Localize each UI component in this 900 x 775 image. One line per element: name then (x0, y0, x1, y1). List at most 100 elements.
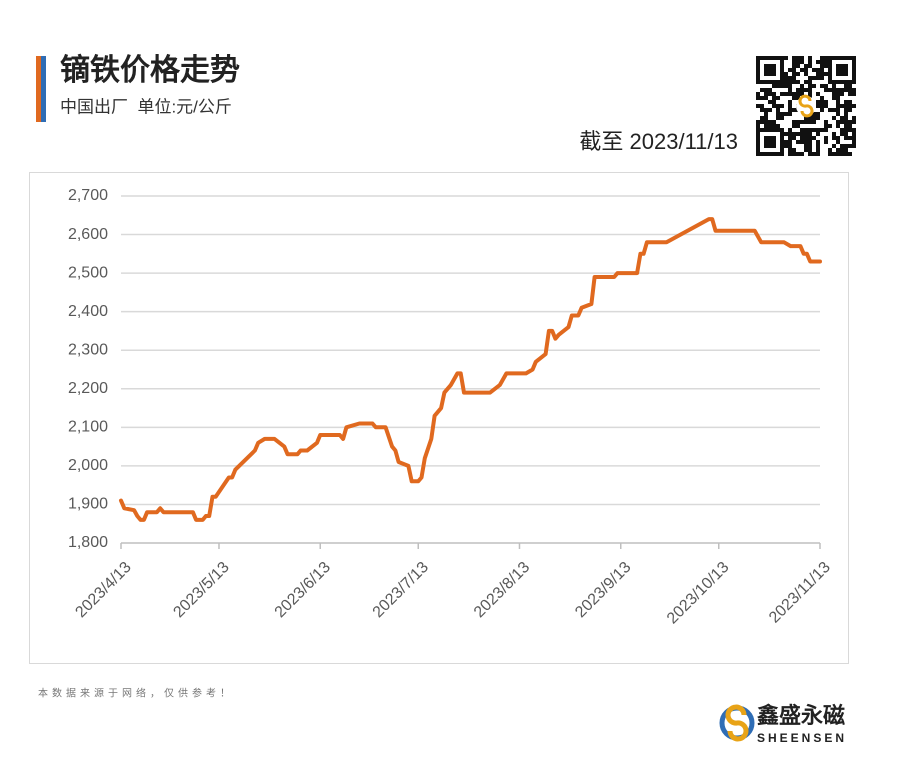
qr-module (848, 104, 852, 108)
qr-module (784, 92, 788, 96)
qr-module (848, 80, 852, 84)
qr-module (804, 68, 808, 72)
qr-module (780, 68, 784, 72)
qr-module (844, 80, 848, 84)
qr-module (788, 104, 792, 108)
qr-module (788, 144, 792, 148)
qr-module (788, 84, 792, 88)
logo-s (725, 704, 749, 742)
qr-module (756, 148, 760, 152)
qr-module (840, 148, 844, 152)
qr-module (776, 108, 780, 112)
qr-module (788, 92, 792, 96)
x-tick-label: 2023/10/13 (664, 559, 733, 628)
qr-module (784, 72, 788, 76)
title: 镝铁价格走势 (60, 53, 240, 87)
qr-module (760, 108, 764, 112)
qr-module (812, 136, 816, 140)
qr-module (808, 128, 812, 132)
qr-module (780, 144, 784, 148)
qr-module (852, 128, 856, 132)
qr-module (844, 88, 848, 92)
qr-module (804, 64, 808, 68)
qr-module (824, 88, 828, 92)
qr-module (788, 112, 792, 116)
chart-frame (29, 172, 849, 664)
qr-module (808, 120, 812, 124)
qr-module (812, 152, 816, 156)
qr-module (776, 56, 780, 60)
qr-module (824, 104, 828, 108)
y-tick-label: 2,600 (68, 226, 108, 243)
qr-module (780, 80, 784, 84)
qr-module (768, 124, 772, 128)
qr-module (808, 56, 812, 60)
qr-module (804, 132, 808, 136)
price-line (119, 217, 822, 522)
qr-module (832, 132, 836, 136)
qr-module (796, 96, 800, 100)
qr-module (792, 120, 796, 124)
qr-module (852, 92, 856, 96)
qr-module (800, 68, 804, 72)
qr-module (816, 132, 820, 136)
y-tick-label: 2,300 (68, 341, 108, 358)
qr-module (772, 152, 776, 156)
qr-module (852, 56, 856, 60)
qr-module (808, 140, 812, 144)
qr-module (852, 80, 856, 84)
qr-module (796, 56, 800, 60)
x-tick-label: 2023/9/13 (572, 559, 634, 621)
qr-module (800, 128, 804, 132)
qr-module (852, 76, 856, 80)
qr-module (824, 120, 828, 124)
qr-module (804, 144, 808, 148)
qr-module (804, 148, 808, 152)
qr-module (800, 92, 804, 96)
qr-module (836, 88, 840, 92)
qr-module (768, 120, 772, 124)
accent-bar (36, 56, 41, 122)
qr-module (816, 104, 820, 108)
qr-module (800, 88, 804, 92)
qr-module (796, 64, 800, 68)
qr-module (836, 96, 840, 100)
qr-module (848, 124, 852, 128)
qr-module (808, 92, 812, 96)
qr-module (764, 68, 768, 72)
qr-module (756, 140, 760, 144)
qr-module (772, 104, 776, 108)
qr-module (788, 140, 792, 144)
qr-code (756, 56, 856, 156)
qr-module (808, 64, 812, 68)
qr-module (780, 128, 784, 132)
qr-module (756, 76, 760, 80)
y-tick-label: 2,400 (68, 303, 108, 320)
qr-module (808, 88, 812, 92)
qr-module (824, 128, 828, 132)
qr-module (804, 72, 808, 76)
qr-module (832, 144, 836, 148)
qr-module (764, 72, 768, 76)
qr-module (780, 132, 784, 136)
qr-module (780, 148, 784, 152)
qr-module (808, 132, 812, 136)
x-tick-label: 2023/4/13 (72, 559, 134, 621)
qr-module (800, 56, 804, 60)
qr-module (820, 84, 824, 88)
qr-module (760, 96, 764, 100)
qr-module (808, 80, 812, 84)
qr-module (780, 112, 784, 116)
qr-module (828, 80, 832, 84)
qr-module (788, 76, 792, 80)
qr-module (844, 152, 848, 156)
qr-module (820, 56, 824, 60)
qr-module (756, 132, 760, 136)
qr-module (808, 152, 812, 156)
qr-module (816, 68, 820, 72)
qr-module (768, 144, 772, 148)
qr-module (792, 60, 796, 64)
qr-module (796, 92, 800, 96)
